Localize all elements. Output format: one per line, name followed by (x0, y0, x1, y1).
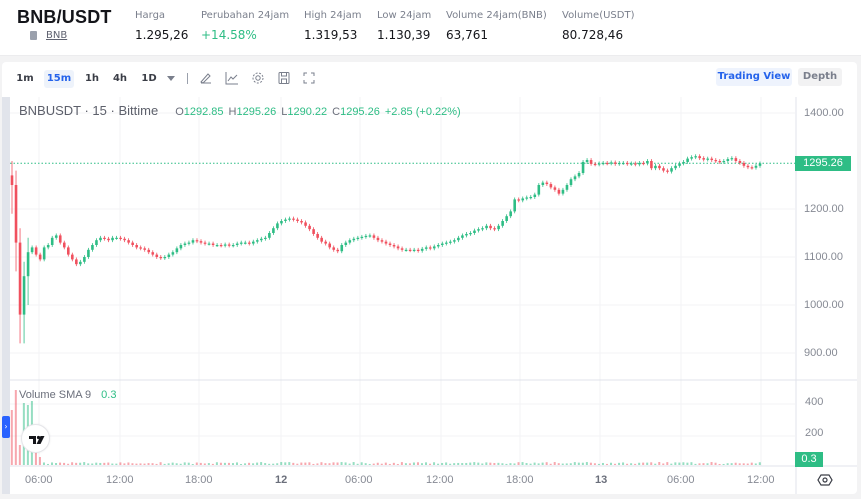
x-tick: 06:00 (25, 474, 53, 486)
open-label: O (175, 106, 184, 118)
high-label: H (229, 106, 237, 118)
volume-sma-label: Volume SMA 9 (19, 389, 91, 401)
tradingview-logo[interactable] (21, 424, 50, 453)
y-tick-1000: 1000.00 (804, 299, 844, 311)
y-tick-1200: 1200.00 (804, 203, 844, 215)
x-tick: 12:00 (426, 474, 454, 486)
y-tick-1100: 1100.00 (804, 251, 843, 263)
x-tick-day: 12 (275, 474, 287, 486)
volume-sma-value: 0.3 (101, 389, 116, 401)
high-value: 1295.26 (236, 106, 276, 118)
low-value: 1290.22 (287, 106, 327, 118)
x-tick: 12:00 (106, 474, 134, 486)
x-tick: 06:00 (667, 474, 695, 486)
x-tick: 18:00 (185, 474, 213, 486)
vol-tick-200: 200 (805, 427, 823, 439)
close-label: C (332, 106, 340, 118)
candlestick-chart[interactable] (0, 0, 861, 499)
tradingview-logo-icon (22, 425, 51, 454)
x-tick: 12:00 (747, 474, 775, 486)
y-tick-900: 900.00 (804, 347, 838, 359)
close-value: 1295.26 (340, 106, 380, 118)
axis-settings-icon[interactable] (817, 472, 833, 488)
expand-sidebar-handle[interactable]: › (2, 416, 10, 438)
x-tick: 18:00 (506, 474, 534, 486)
open-value: 1292.85 (184, 106, 224, 118)
last-price-tag: 1295.26 (795, 156, 851, 171)
x-tick-day: 13 (595, 474, 607, 486)
chart-legend: BNBUSDT · 15 · Bittime O 1292.85 H 1295.26… (19, 103, 461, 118)
change-value: +2.85 (+0.22%) (385, 106, 461, 118)
y-tick-1400: 1400.00 (804, 107, 844, 119)
volume-legend: Volume SMA 9 0.3 (19, 389, 116, 401)
x-tick: 06:00 (345, 474, 373, 486)
symbol-title: BNBUSDT · 15 · Bittime (19, 103, 158, 118)
volume-last-tag: 0.3 (795, 452, 823, 467)
vol-tick-400: 400 (805, 396, 823, 408)
